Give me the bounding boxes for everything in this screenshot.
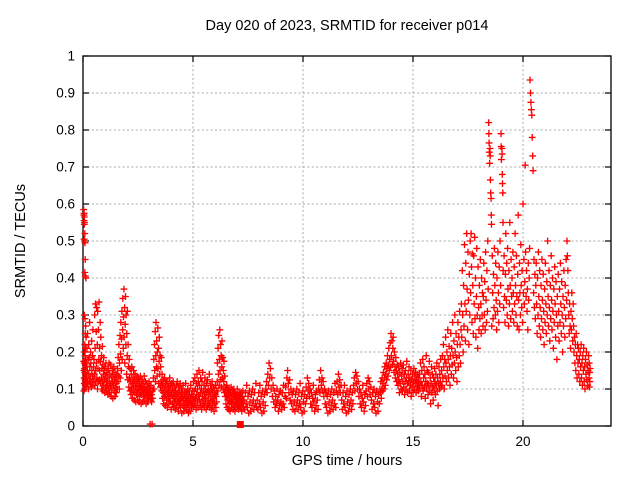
- y-tick-label: 0.1: [56, 382, 75, 397]
- y-tick-label: 0.8: [56, 123, 75, 138]
- x-tick-label: 15: [405, 434, 420, 449]
- y-tick-label: 0.3: [56, 308, 75, 323]
- y-tick-label: 0.5: [56, 234, 75, 249]
- x-tick-label: 20: [515, 434, 530, 449]
- y-tick-label: 0.9: [56, 86, 75, 101]
- x-tick-label: 0: [79, 434, 87, 449]
- special-square-marker: [236, 421, 244, 429]
- y-tick-label: 0.4: [56, 271, 75, 286]
- x-tick-label: 5: [189, 434, 197, 449]
- x-axis-label: GPS time / hours: [291, 453, 403, 469]
- y-tick-label: 0.7: [56, 160, 75, 175]
- y-tick-label: 0: [67, 419, 75, 434]
- scatter-points: [80, 76, 594, 428]
- y-tick-label: 0.2: [56, 345, 75, 360]
- x-tick-label: 10: [295, 434, 310, 449]
- y-tick-label: 0.6: [56, 197, 75, 212]
- y-tick-label: 1: [67, 49, 75, 64]
- chart-title: Day 020 of 2023, SRMTID for receiver p01…: [205, 18, 489, 34]
